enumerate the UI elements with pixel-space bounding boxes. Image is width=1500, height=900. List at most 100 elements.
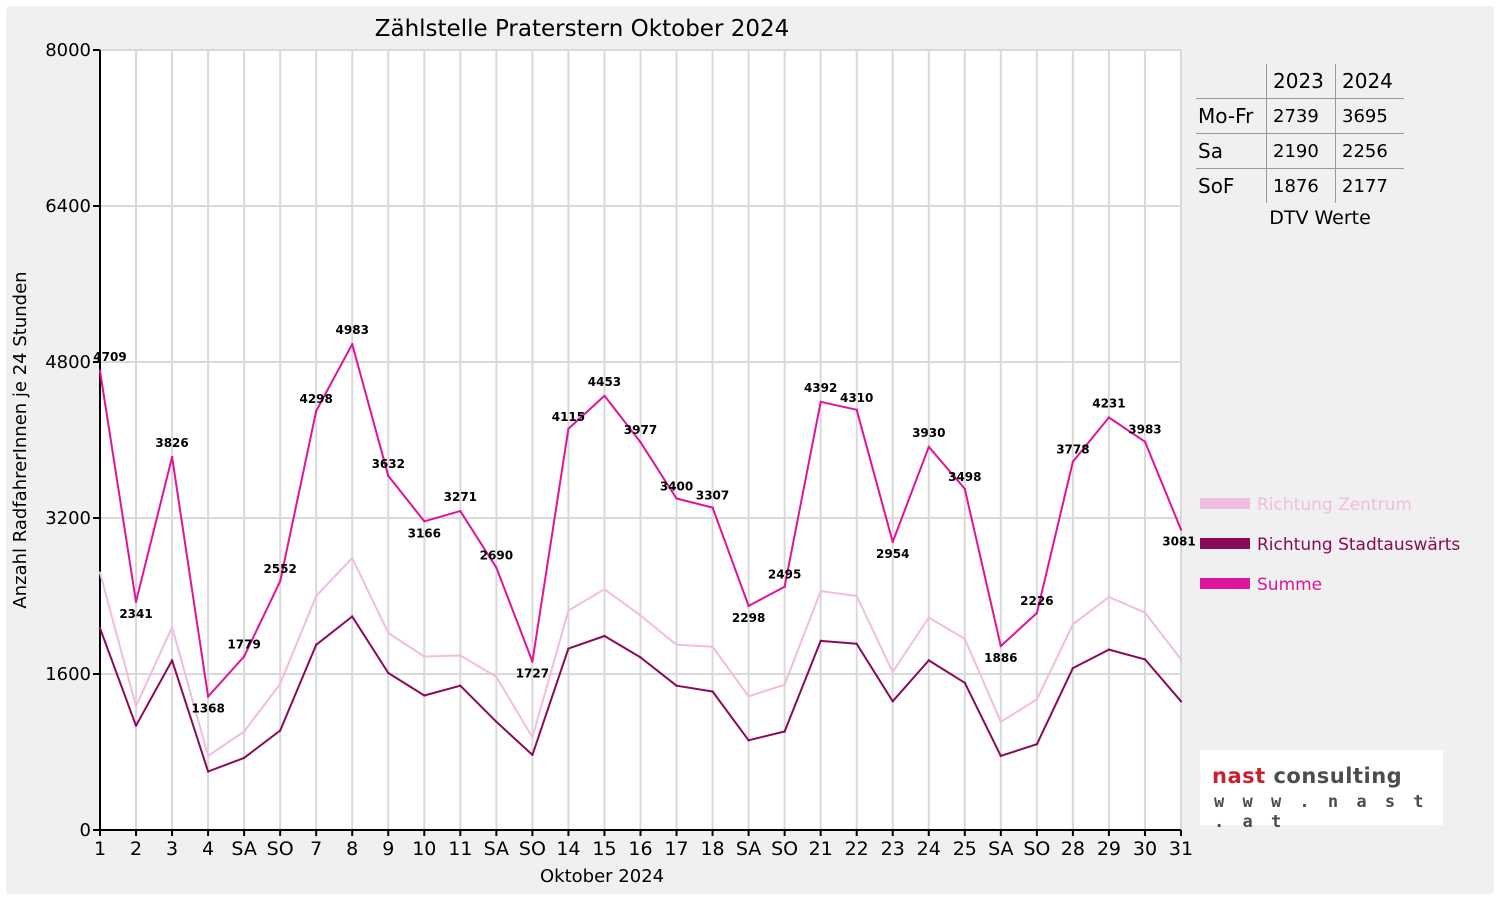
data-point [134,724,138,727]
data-label: 4310 [840,391,873,405]
x-tick-label: 28 [1061,838,1085,860]
legend-swatch [1200,578,1250,589]
data-point [855,642,858,645]
dtv-corner [1196,64,1267,99]
logo-wordmark: nast consulting [1212,764,1402,788]
data-point [783,585,786,588]
data-point [242,730,246,733]
data-point [603,634,606,638]
y-tick-label: 3200 [45,508,91,529]
y-axis-label: Anzahl RadfahrerInnen je 24 Stunden [10,271,31,608]
data-point [495,675,498,679]
data-point [603,587,606,591]
x-tick-label: 29 [1097,838,1121,860]
data-point [567,609,570,612]
data-point [567,647,570,650]
dtv-row-label: Mo-Fr [1196,98,1267,134]
dtv-row-label: Sa [1196,133,1267,169]
dtv-row-label: SoF [1196,168,1267,203]
data-point [639,614,642,617]
x-tick-label: SO [771,838,798,860]
data-label: 3977 [624,423,657,437]
y-tick-label: 4800 [45,352,91,373]
x-tick-label: SO [1023,838,1050,860]
data-point [423,520,426,523]
data-point [675,497,678,500]
data-label: 4231 [1092,396,1125,410]
data-point [927,445,930,449]
data-point [1143,658,1147,661]
y-tick-label: 6400 [45,196,91,217]
dtv-cell: 2739 [1266,98,1336,134]
data-point [819,639,822,643]
y-tick-label: 8000 [45,40,91,61]
dtv-caption: DTV Werte [1269,207,1371,229]
data-point [819,589,822,593]
x-tick-label: 9 [382,838,394,860]
data-point [278,729,282,732]
data-point [459,684,462,687]
data-point [999,720,1003,723]
data-point [459,509,462,513]
data-labels: 4709 2341 3826 1368 1779 2552 4298 4983 3632 3166… [93,323,1195,715]
data-point [747,604,750,608]
data-label: 3930 [912,426,945,440]
dtv-cell: 1876 [1266,168,1336,203]
data-label: 1727 [516,667,549,681]
data-label: 2552 [263,562,296,576]
x-tick-label: SO [519,838,546,860]
x-tick-label: 16 [628,838,652,860]
x-tick-label: 2 [130,838,142,860]
data-label: 3307 [696,489,729,503]
data-point [1179,700,1183,703]
data-point [423,694,426,697]
data-point [531,753,534,757]
data-point [891,700,894,703]
data-label: 2690 [480,549,513,563]
data-point [567,427,570,430]
x-tick-label: 11 [448,838,472,860]
axes [93,49,1182,836]
x-tick-label: 17 [664,838,688,860]
x-tick-label: SA [988,838,1013,860]
data-point [531,736,534,739]
data-point [711,645,714,648]
data-label: 4453 [588,375,621,389]
x-tick-label: 15 [592,838,616,860]
data-point [747,739,750,742]
company-logo: nast consulting w w w . n a s t . a t [1200,750,1443,832]
data-point [1071,460,1075,463]
data-point [459,654,462,657]
dtv-cell: 2256 [1335,133,1404,169]
dtv-table: 2023 2024 Mo-Fr 2739 3695 Sa 2190 2256 S… [1196,64,1404,229]
data-point [315,594,318,598]
data-point [242,655,246,658]
x-tick-labels: 1 2 3 4 SA SO 7 8 9 10 11 SA SO 14 15 16 17 18 SA SO 21 22 23 2… [94,838,1193,860]
data-point [134,600,138,603]
data-point [98,571,102,574]
data-point [387,671,390,675]
data-point [639,656,642,659]
x-tick-label: SA [484,838,509,860]
data-label: 1886 [984,651,1017,665]
data-label: 3826 [155,436,188,450]
data-label: 4392 [804,381,837,395]
data-point [423,655,426,658]
data-point [963,681,966,684]
dtv-cell: 3695 [1335,98,1404,134]
data-point [603,394,606,398]
x-tick-label: 18 [700,838,724,860]
data-point [1107,416,1111,419]
data-point [963,637,966,641]
y-tick-label: 0 [80,820,91,841]
data-point [170,626,174,629]
data-label: 4298 [299,392,332,406]
data-point [1179,658,1183,661]
data-point [783,730,786,733]
data-point [1071,623,1075,626]
legend-label: Richtung Stadtauswärts [1257,535,1460,555]
legend-swatch [1200,498,1250,509]
data-point [206,770,210,773]
data-point [98,626,102,630]
data-point [206,695,210,698]
